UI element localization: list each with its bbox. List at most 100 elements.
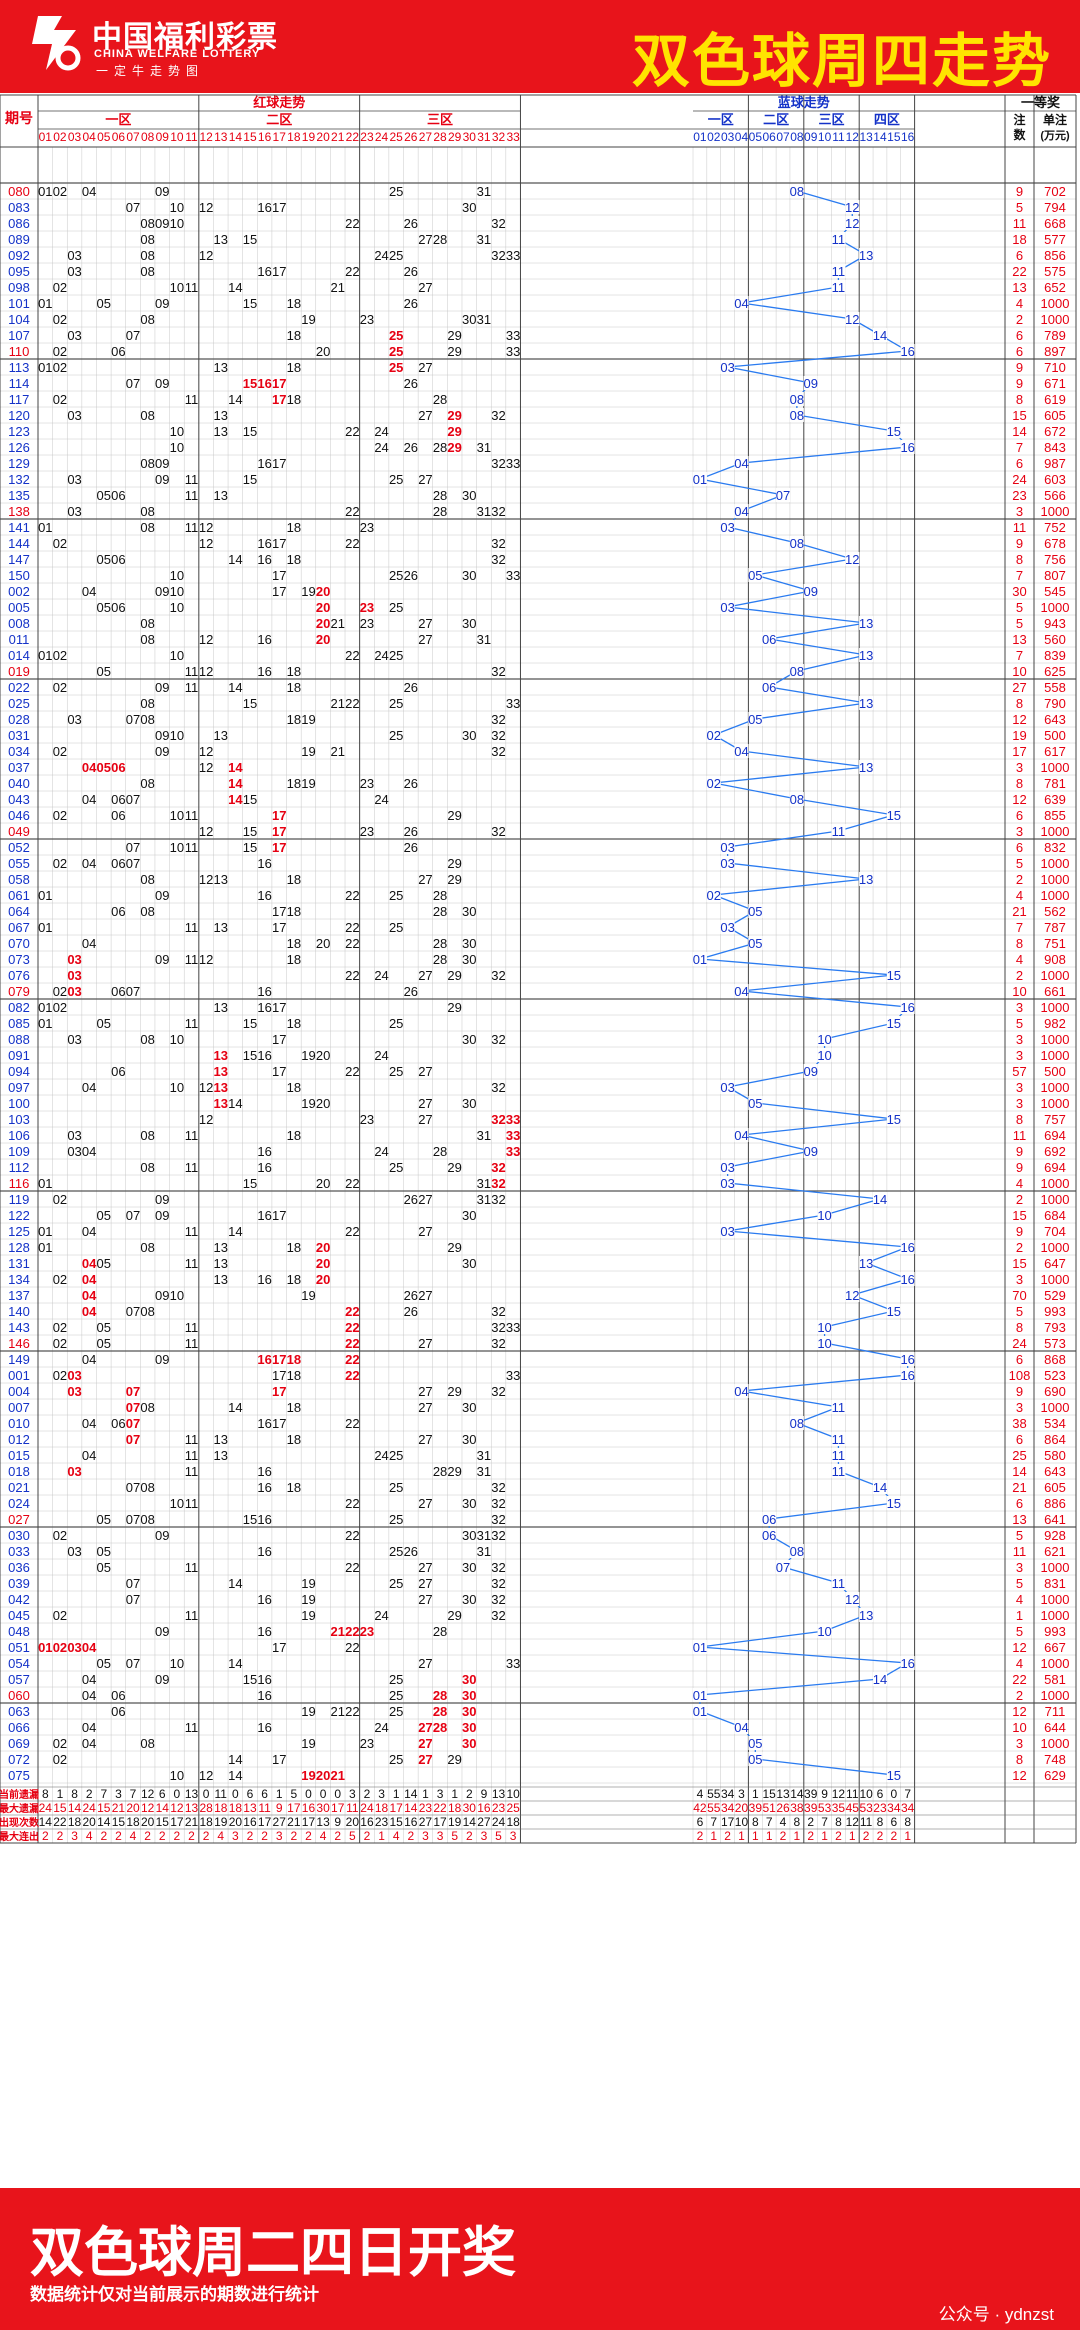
red-ball-mark: 27	[418, 1432, 432, 1447]
prize-amount: 751	[1044, 936, 1066, 951]
blue-ball-mark: 04	[734, 1384, 748, 1399]
stat-value: 2	[835, 1829, 842, 1843]
red-number-tick-label: 26	[404, 130, 418, 144]
stat-value: 9	[334, 1815, 341, 1829]
stat-value: 14	[68, 1801, 82, 1815]
red-ball-mark: 11	[185, 1448, 199, 1463]
red-ball-mark: 23	[360, 1112, 374, 1127]
red-ball-mark: 27	[418, 1576, 432, 1591]
red-ball-mark: 23	[360, 312, 374, 327]
winners-count: 6	[1016, 1352, 1023, 1367]
red-number-tick-label: 14	[229, 130, 243, 144]
red-ball-mark: 13	[214, 424, 228, 439]
issue-label: 100	[8, 1096, 30, 1111]
winners-count: 14	[1012, 424, 1026, 439]
red-ball-mark: 05	[97, 1336, 111, 1351]
issue-label: 007	[8, 1400, 30, 1415]
stat-value: 2	[115, 1829, 122, 1843]
winners-count: 12	[1012, 1704, 1026, 1719]
issue-label: 019	[8, 664, 30, 679]
red-ball-mark: 25	[389, 1512, 403, 1527]
red-ball-mark: 16	[257, 456, 271, 471]
issue-label: 052	[8, 840, 30, 855]
red-ball-mark: 04	[82, 584, 96, 599]
red-ball-mark: 10	[170, 1496, 184, 1511]
red-ball-mark: 11	[185, 1224, 199, 1239]
prize-amount: 605	[1044, 408, 1066, 423]
prize-amount: 694	[1044, 1128, 1066, 1143]
stat-value: 1	[451, 1787, 458, 1801]
prize-amount: 1000	[1041, 1176, 1070, 1191]
red-ball-mark: 19	[301, 744, 315, 759]
red-number-tick-label: 18	[287, 130, 301, 144]
blue-ball-mark: 15	[887, 1016, 901, 1031]
blue-ball-background	[734, 1720, 749, 1734]
blue-ball-background	[748, 904, 763, 918]
red-ball-mark: 10	[170, 440, 184, 455]
red-ball-mark: 31	[477, 1464, 491, 1479]
red-ball-mark: 09	[155, 1288, 169, 1303]
red-ball-mark: 32	[491, 1032, 505, 1047]
red-ball-mark: 02	[53, 1272, 67, 1287]
winners-count: 6	[1016, 1496, 1023, 1511]
blue-ball-mark: 03	[720, 600, 734, 615]
winners-count: 5	[1016, 856, 1023, 871]
blue-ball-mark: 15	[887, 1496, 901, 1511]
blue-ball-background	[720, 360, 735, 374]
red-ball-mark: 31	[477, 504, 491, 519]
issue-label: 036	[8, 1560, 30, 1575]
red-ball-mark: 19	[301, 1576, 315, 1591]
blue-ball-mark: 03	[720, 840, 734, 855]
red-number-tick-label: 11	[185, 130, 198, 144]
prize-amount: 832	[1044, 840, 1066, 855]
stat-value: 18	[126, 1815, 140, 1829]
red-ball-mark: 06	[111, 904, 125, 919]
blue-ball-mark: 10	[817, 1208, 831, 1223]
blue-ball-mark: 16	[900, 1656, 914, 1671]
red-ball-mark: 10	[170, 200, 184, 215]
red-ball-mark: 16	[257, 1160, 271, 1175]
red-ball-mark: 27	[418, 360, 432, 375]
stat-value: 17	[390, 1801, 404, 1815]
blue-ball-mark: 16	[900, 440, 914, 455]
stat-value: 23	[492, 1801, 506, 1815]
blue-ball-mark: 15	[887, 1768, 901, 1783]
stat-value: 53	[818, 1801, 832, 1815]
red-ball-mark: 11	[185, 840, 199, 855]
blue-ball-background	[692, 1688, 707, 1702]
prize-amount: 993	[1044, 1624, 1066, 1639]
red-ball-mark: 29	[447, 1240, 461, 1255]
red-ball-mark: 22	[345, 1624, 359, 1639]
red-ball-mark: 01	[38, 1176, 52, 1191]
blue-ball-background	[776, 1560, 791, 1574]
red-ball-mark: 08	[140, 872, 154, 887]
red-ball-mark: 13	[214, 1048, 228, 1063]
red-ball-mark: 10	[170, 280, 184, 295]
welfare-lottery-logo-icon	[32, 16, 81, 71]
winners-count: 5	[1016, 600, 1023, 615]
winners-count: 9	[1016, 376, 1023, 391]
winners-count: 5	[1016, 1576, 1023, 1591]
issue-label: 147	[8, 552, 30, 567]
footer-note: 数据统计仅对当前展示的期数进行统计	[30, 2285, 319, 2304]
red-ball-mark: 12	[199, 200, 213, 215]
stat-value: 3	[378, 1787, 385, 1801]
issue-label: 018	[8, 1464, 30, 1479]
red-ball-mark: 17	[272, 1368, 286, 1383]
stat-value: 20	[126, 1801, 140, 1815]
stat-value: 24	[39, 1801, 53, 1815]
red-ball-mark: 25	[389, 1064, 403, 1079]
red-ball-mark: 03	[67, 968, 81, 983]
winners-count: 22	[1012, 1672, 1026, 1687]
stat-value: 39	[749, 1801, 763, 1815]
red-ball-mark: 33	[506, 1112, 520, 1127]
red-ball-mark: 11	[185, 392, 199, 407]
blue-ball-mark: 05	[748, 1096, 762, 1111]
red-ball-mark: 32	[491, 248, 505, 263]
issue-label: 015	[8, 1448, 30, 1463]
prize-amount: 868	[1044, 1352, 1066, 1367]
winners-count: 12	[1012, 792, 1026, 807]
stat-value: 11	[846, 1787, 859, 1801]
red-ball-mark: 26	[404, 1544, 418, 1559]
red-ball-mark: 25	[389, 248, 403, 263]
